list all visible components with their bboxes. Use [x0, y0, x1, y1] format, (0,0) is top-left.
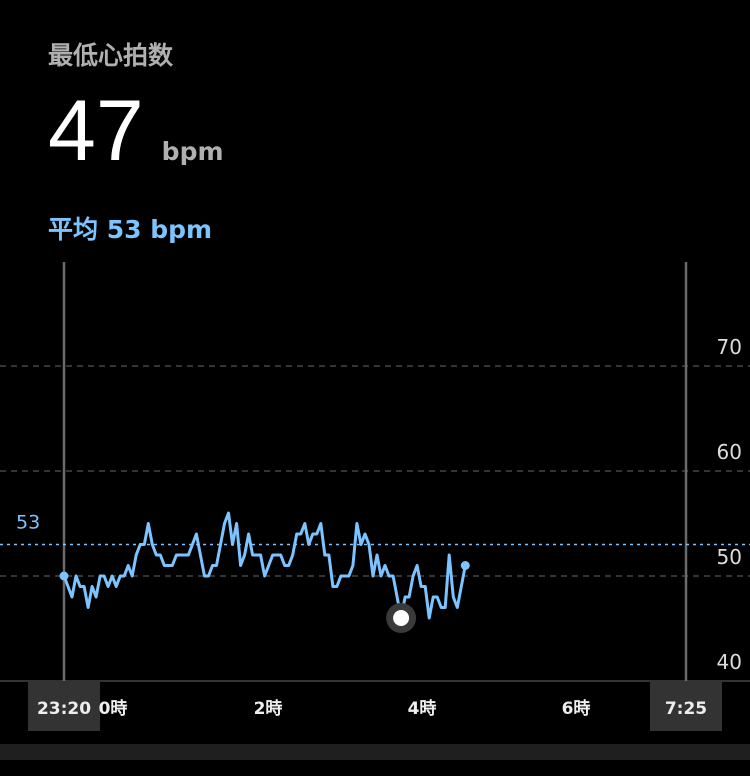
min-heart-rate-value: 47 — [48, 83, 144, 179]
x-tick-label: 6時 — [562, 698, 591, 719]
x-tick-badge — [28, 682, 100, 731]
min-heart-rate: 47 bpm — [48, 88, 224, 174]
min-heart-rate-unit: bpm — [161, 137, 224, 166]
x-tick-label: 23:20 — [37, 699, 91, 719]
heart-rate-line — [62, 511, 467, 620]
average-line-label: 53 — [16, 512, 40, 534]
y-tick-label: 70 — [717, 335, 742, 359]
min-point-marker — [393, 610, 410, 626]
series-start-point — [59, 571, 69, 581]
y-tick-label: 40 — [717, 650, 742, 674]
x-tick-label: 7:25 — [665, 699, 707, 719]
x-tick-label: 2時 — [254, 698, 283, 719]
x-tick-label: 4時 — [408, 698, 437, 719]
page-title: 最低心拍数 — [48, 41, 174, 70]
x-tick-badge — [650, 682, 722, 731]
x-tick-label: 0時 — [99, 698, 128, 719]
bottom-scrollbar[interactable] — [0, 744, 750, 760]
y-tick-label: 50 — [717, 545, 742, 569]
heart-rate-chart: 40 50 60 70 53 23:20 0時 2時 4時 6時 7:25 — [0, 262, 750, 731]
average-heart-rate: 平均 53 bpm — [48, 215, 213, 244]
series-end-point — [460, 561, 470, 570]
y-tick-label: 60 — [717, 440, 742, 464]
